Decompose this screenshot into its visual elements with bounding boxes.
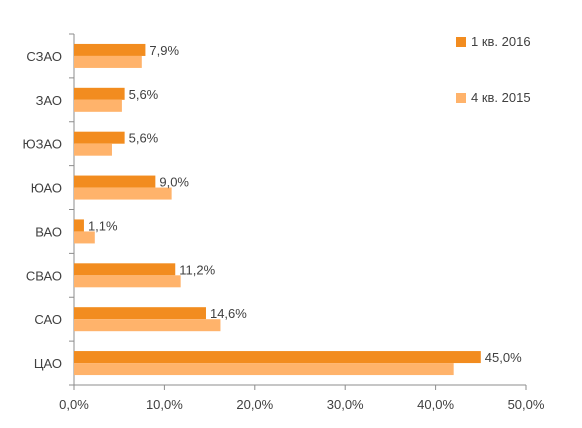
bar-value-label: 45,0% [485, 350, 522, 365]
bar-series-1 [74, 87, 125, 100]
bar-series-1 [74, 175, 156, 188]
bar-value-label: 1,1% [88, 218, 118, 233]
y-category-label: ЮЗАО [23, 137, 62, 152]
bar-series-2 [74, 231, 95, 244]
bar-value-label: 5,6% [129, 131, 159, 146]
bar-series-1 [74, 43, 146, 56]
x-tick-label: 10,0% [146, 397, 183, 412]
legend-label: 4 кв. 2015 [471, 90, 531, 105]
axes-layer: 0,0% 10,0% 20,0% 30,0% 40,0% 50,0% СЗАО ЗАО ЮЗАО… [23, 33, 545, 412]
y-category-label: САО [34, 312, 62, 327]
bar-series-1 [74, 351, 481, 364]
x-tick-label: 0,0% [59, 397, 89, 412]
x-tick-label: 20,0% [236, 397, 273, 412]
bar-series-1 [74, 307, 206, 320]
bars-layer [74, 43, 481, 376]
bar-series-2 [74, 187, 172, 200]
bar-series-2 [74, 275, 181, 288]
bar-value-label: 9,0% [159, 175, 189, 190]
bar-series-1 [74, 219, 84, 232]
bar-series-2 [74, 363, 454, 376]
bar-series-2 [74, 319, 221, 332]
bar-value-label: 11,2% [179, 262, 215, 277]
bar-series-2 [74, 99, 122, 112]
y-category-label: ЦАО [34, 356, 62, 371]
x-tick-label: 30,0% [327, 397, 364, 412]
bar-value-label: 7,9% [149, 43, 179, 58]
x-tick-label: 40,0% [417, 397, 454, 412]
bar-series-2 [74, 55, 142, 68]
y-category-label: ЮАО [31, 181, 62, 196]
bar-value-label: 5,6% [129, 87, 159, 102]
y-category-label: ЗАО [36, 93, 62, 108]
labels-layer: 7,9% 5,6% 5,6% 9,0% 1,1% 11,2% 14,6% 45,0% [88, 43, 522, 365]
y-category-label: СЗАО [26, 49, 62, 64]
bar-series-2 [74, 143, 112, 156]
legend: 1 кв. 2016 4 кв. 2015 [456, 34, 531, 105]
bar-series-1 [74, 263, 176, 276]
x-tick-label: 50,0% [508, 397, 545, 412]
legend-swatch [456, 37, 466, 47]
legend-label: 1 кв. 2016 [471, 34, 531, 49]
bar-value-label: 14,6% [210, 306, 247, 321]
y-category-label: СВАО [26, 268, 62, 283]
legend-swatch [456, 93, 466, 103]
bar-series-1 [74, 131, 125, 144]
y-category-label: ВАО [35, 224, 62, 239]
